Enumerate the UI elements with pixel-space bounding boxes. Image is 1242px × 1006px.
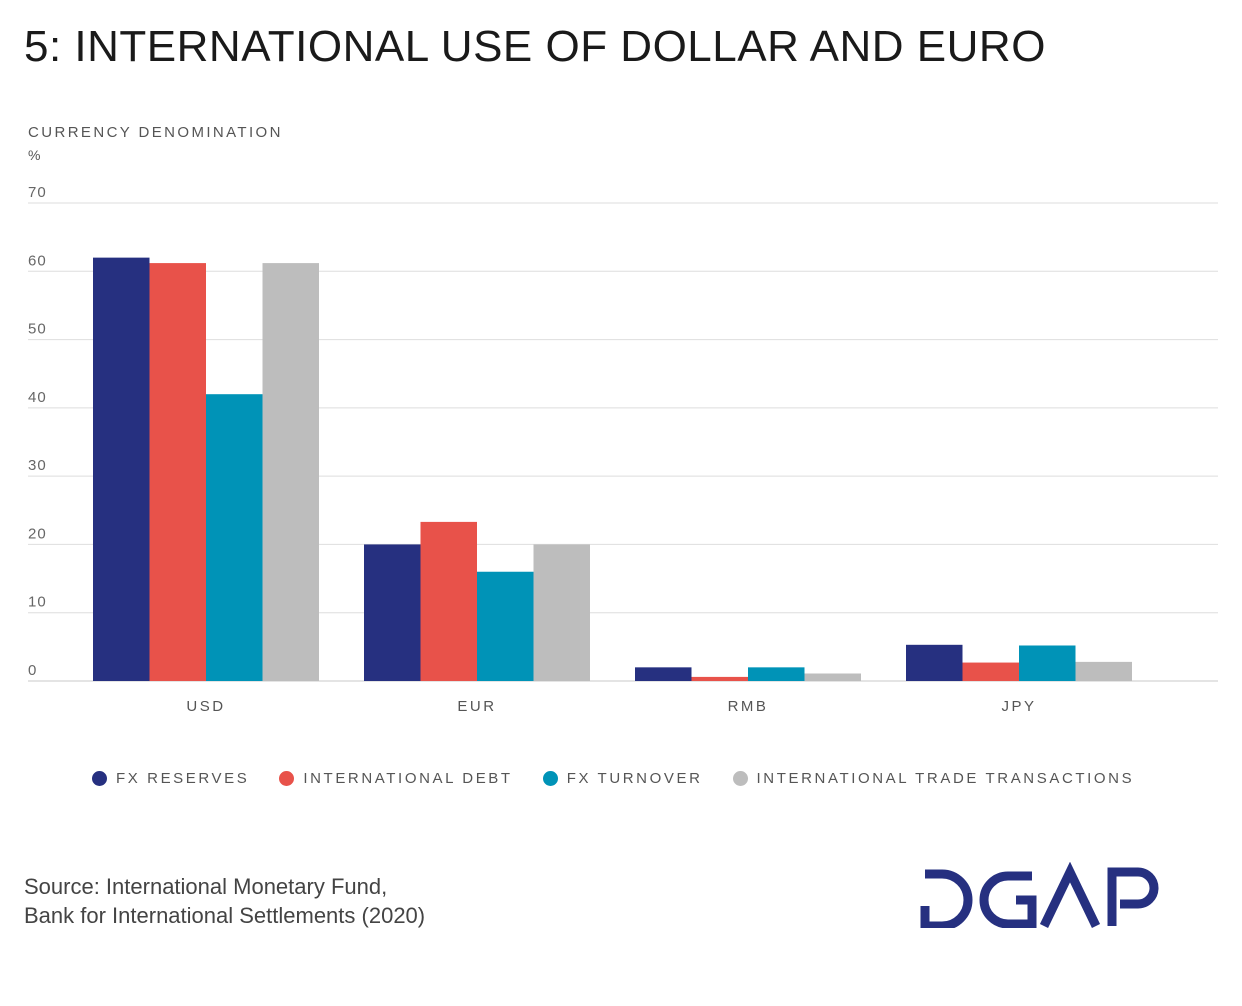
bar-usd-international-trade-transactions (262, 263, 319, 681)
y-tick-label: 50 (28, 321, 47, 338)
legend-label: INTERNATIONAL TRADE TRANSACTIONS (756, 770, 1135, 787)
legend-item-international-trade-transactions: INTERNATIONAL TRADE TRANSACTIONS (732, 770, 1135, 787)
legend-swatch (542, 771, 558, 786)
legend-item-fx-turnover: FX TURNOVER (542, 770, 703, 787)
logo-letter-a (1039, 862, 1101, 928)
y-tick-label: 70 (28, 184, 47, 201)
bar-jpy-fx-reserves (906, 644, 963, 681)
legend: FX RESERVES INTERNATIONAL DEBT FX TURNOVER… (92, 770, 1164, 787)
legend-swatch (279, 771, 295, 786)
source-line-1: Source: International Monetary Fund, (24, 874, 388, 899)
legend-label: FX TURNOVER (566, 770, 703, 787)
bar-usd-fx-turnover (206, 394, 263, 681)
source-note: Source: International Monetary Fund, Ban… (24, 872, 425, 930)
dgap-logo (920, 862, 1159, 928)
bar-rmb-international-trade-transactions (804, 673, 861, 681)
y-axis-label: CURRENCY DENOMINATION (28, 124, 283, 141)
y-axis-unit: % (28, 147, 41, 163)
legend-item-fx-reserves: FX RESERVES (92, 770, 249, 787)
x-tick-label-rmb: RMB (728, 698, 769, 715)
legend-swatch (92, 771, 107, 786)
logo-letter-d (920, 869, 973, 928)
bar-eur-fx-turnover (477, 571, 534, 681)
legend-label: INTERNATIONAL DEBT (303, 770, 513, 787)
bar-eur-international-trade-transactions (533, 544, 590, 681)
bar-usd-international-debt (149, 263, 206, 681)
bar-eur-fx-reserves (364, 544, 421, 681)
logo-letter-g (979, 871, 1037, 928)
bar-usd-fx-reserves (93, 257, 150, 681)
x-tick-label-jpy: JPY (1001, 698, 1036, 715)
bars (93, 257, 1132, 681)
y-tick-label: 0 (28, 662, 37, 679)
chart-title: 5: INTERNATIONAL USE OF DOLLAR AND EURO (24, 22, 1046, 71)
y-tick-label: 10 (28, 594, 47, 611)
x-tick-labels: USD EUR RMB JPY (186, 698, 1036, 715)
legend-item-international-debt: INTERNATIONAL DEBT (279, 770, 512, 787)
source-line-2: Bank for International Settlements (2020… (24, 903, 426, 928)
legend-label: FX RESERVES (116, 770, 250, 787)
bar-rmb-international-debt (691, 676, 748, 681)
y-tick-label: 20 (28, 525, 47, 542)
bar-jpy-international-debt (962, 662, 1019, 681)
bar-jpy-fx-turnover (1019, 645, 1076, 681)
logo-letter-p (1107, 867, 1159, 926)
x-tick-label-usd: USD (186, 698, 225, 715)
y-tick-label: 30 (28, 457, 47, 474)
bar-jpy-international-trade-transactions (1075, 661, 1132, 681)
y-tick-labels: 0 10 20 30 40 50 60 70 (28, 184, 47, 679)
bar-chart: 0 10 20 30 40 50 60 70 USD EUR RMB JPY (28, 184, 1218, 715)
bar-eur-international-debt (420, 521, 477, 681)
bar-rmb-fx-turnover (748, 667, 805, 681)
y-tick-label: 40 (28, 389, 47, 406)
x-tick-label-eur: EUR (457, 698, 496, 715)
legend-swatch (732, 771, 748, 786)
bar-rmb-fx-reserves (635, 667, 692, 681)
y-tick-label: 60 (28, 252, 47, 269)
